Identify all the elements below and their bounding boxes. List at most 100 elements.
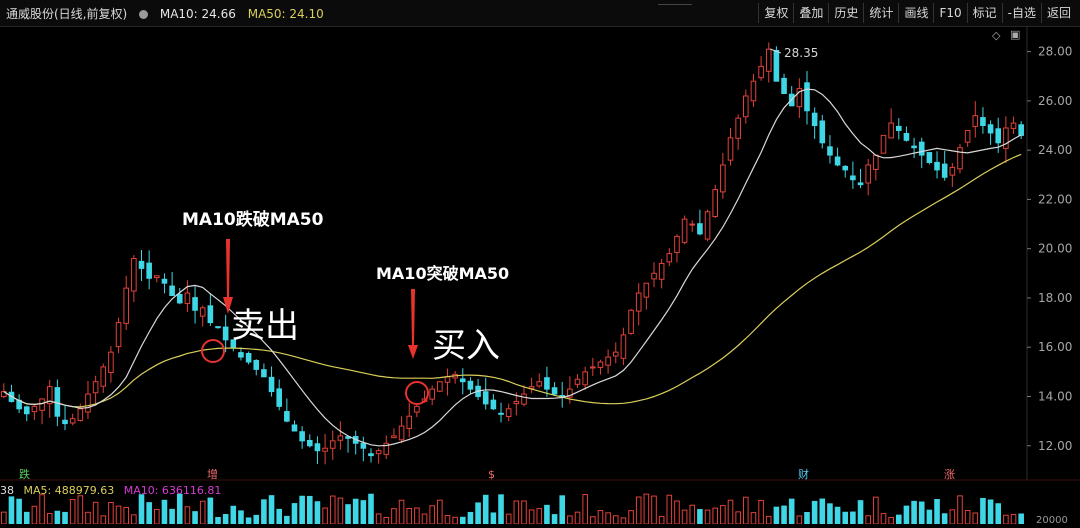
event-marker-4[interactable]: 财 xyxy=(798,467,809,481)
candle-body xyxy=(827,146,833,156)
overlay-button[interactable]: 叠加 xyxy=(793,3,828,23)
back-button[interactable]: 返回 xyxy=(1040,3,1076,23)
candle-body xyxy=(169,285,175,296)
panel-toggle-icon[interactable]: ▣ xyxy=(1010,28,1021,41)
ma10-line xyxy=(3,88,1022,447)
candle-body xyxy=(505,408,512,417)
candle-body xyxy=(238,352,244,358)
volume-bar xyxy=(207,497,214,525)
candle-body xyxy=(108,351,114,374)
watchlist-button[interactable]: -自选 xyxy=(1001,3,1041,23)
candle-body xyxy=(253,359,260,370)
candle-body xyxy=(567,388,573,398)
volume-bar xyxy=(590,516,596,525)
candle-body xyxy=(689,223,696,226)
event-marker-1[interactable]: 跌 xyxy=(19,467,30,481)
volume-bar xyxy=(765,515,772,525)
candle-body xyxy=(46,386,53,405)
volume-bar xyxy=(8,496,15,525)
diamond-icon[interactable]: ◇ xyxy=(992,29,1001,42)
candle-body xyxy=(720,164,726,193)
candle-body xyxy=(1018,124,1024,136)
history-button[interactable]: 历史 xyxy=(828,3,863,23)
candle-body xyxy=(727,137,734,161)
volume-bar xyxy=(276,508,282,525)
high-price-pointer xyxy=(769,48,782,54)
event-marker-5[interactable]: 涨 xyxy=(944,468,955,481)
volume-bar xyxy=(23,511,30,525)
candle-body xyxy=(498,412,504,415)
y-tick-label: 12.00 xyxy=(1038,439,1072,453)
candle-body xyxy=(964,129,971,143)
volume-bar xyxy=(735,511,741,525)
candle-body xyxy=(398,425,405,441)
volume-bar xyxy=(911,500,917,525)
volume-bar xyxy=(169,508,175,525)
candle-body xyxy=(521,393,527,405)
volume-bar xyxy=(612,515,619,525)
volume-bar xyxy=(666,494,673,525)
buy-crossover-marker xyxy=(405,381,429,405)
candle-body xyxy=(85,393,91,413)
volume-bar xyxy=(727,499,734,525)
volume-bar xyxy=(850,511,856,525)
stock-title[interactable]: 通威股份(日线,前复权) xyxy=(6,7,128,21)
volume-bar xyxy=(712,507,719,525)
adjust-button[interactable]: 复权 xyxy=(758,3,793,23)
volume-bar xyxy=(475,502,481,525)
candle-body xyxy=(918,141,925,156)
volume-bar xyxy=(39,494,45,525)
panel-drag-handle[interactable] xyxy=(658,4,692,11)
candle-body xyxy=(444,376,451,383)
toolbar-menu: 复权 叠加 历史 统计 画线 F10 标记 -自选 返回 xyxy=(758,3,1076,23)
candle-body xyxy=(146,262,152,279)
volume-bar xyxy=(750,512,757,525)
candle-body xyxy=(536,381,543,387)
candle-body xyxy=(230,339,237,348)
price-chart-svg: 28.00 26.00 24.00 22.00 20.00 18.00 16.00 14.00… xyxy=(0,27,1080,526)
candle-body xyxy=(192,297,198,311)
volume-bar xyxy=(704,509,711,525)
volume-bar xyxy=(643,493,650,525)
volume-bar xyxy=(146,502,152,525)
volume-bar xyxy=(697,509,703,525)
volume-ma10: MA10: 636116.81 xyxy=(123,484,222,497)
candle-body xyxy=(605,356,611,366)
candle-body xyxy=(590,366,596,369)
event-marker-3[interactable]: $ xyxy=(488,468,495,481)
volume-bar xyxy=(559,495,566,525)
statistics-button[interactable]: 统计 xyxy=(863,3,898,23)
mark-button[interactable]: 标记 xyxy=(966,3,1002,23)
volume-bar xyxy=(505,513,512,525)
candle-body xyxy=(895,125,902,131)
candle-body xyxy=(643,282,650,298)
volume-bar xyxy=(291,503,298,525)
volume-bar xyxy=(230,505,237,525)
candle-body xyxy=(834,156,841,166)
candle-body xyxy=(207,305,214,324)
volume-bar xyxy=(215,516,221,525)
candle-body xyxy=(995,128,1002,144)
candle-body xyxy=(544,377,550,390)
candle-body xyxy=(490,399,497,410)
volume-bar xyxy=(880,513,887,525)
volume-bar xyxy=(628,510,634,525)
sell-signal-caption: MA10跌破MA50 xyxy=(182,209,324,230)
f10-button[interactable]: F10 xyxy=(933,3,966,23)
candle-body xyxy=(368,453,374,457)
indicator-toggle-icon[interactable] xyxy=(139,10,149,19)
candle-body xyxy=(857,182,864,186)
volume-bar xyxy=(811,500,818,525)
volume-bar xyxy=(528,509,535,525)
draw-line-button[interactable]: 画线 xyxy=(898,3,933,23)
candle-body xyxy=(329,440,336,449)
volume-bar xyxy=(199,500,206,525)
candle-body xyxy=(957,147,963,170)
candlestick-chart[interactable]: 28.00 26.00 24.00 22.00 20.00 18.00 16.00 14.00… xyxy=(0,27,1080,526)
candle-body xyxy=(697,223,703,235)
y-tick-label: 18.00 xyxy=(1038,291,1072,305)
volume-bar xyxy=(85,511,91,525)
event-marker-2[interactable]: 增 xyxy=(207,467,218,481)
volume-bar xyxy=(964,509,971,525)
volume-bar xyxy=(375,513,382,525)
